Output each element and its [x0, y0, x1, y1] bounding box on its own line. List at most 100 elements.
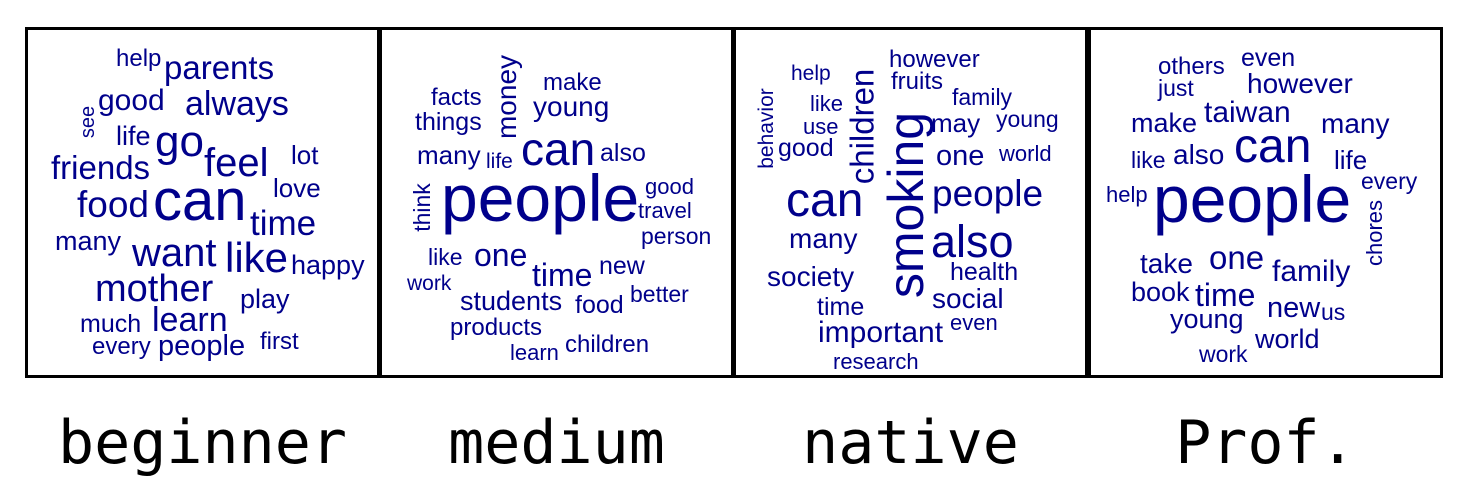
word: make	[1131, 108, 1198, 138]
word: help	[116, 45, 162, 72]
word: people	[932, 173, 1044, 214]
word: young	[533, 91, 610, 122]
word: go	[155, 117, 204, 166]
word: young	[996, 106, 1059, 132]
word: can	[153, 168, 247, 233]
word: work	[1199, 341, 1248, 367]
word: people	[1153, 162, 1352, 236]
word: travel	[638, 198, 692, 223]
word: also	[600, 139, 646, 167]
word: people	[158, 330, 246, 362]
word: also	[1173, 139, 1225, 170]
word: can	[1234, 120, 1312, 173]
word: like	[810, 91, 844, 116]
word: person	[641, 223, 712, 249]
word: time	[250, 204, 317, 243]
word-cloud-panel-medium: money make facts young things can also m…	[379, 27, 734, 378]
word: social	[932, 283, 1004, 314]
word: work	[407, 272, 452, 295]
word: play	[240, 284, 290, 314]
caption-beginner: beginner	[58, 408, 347, 478]
word: see	[77, 105, 100, 139]
word: however	[1247, 68, 1353, 99]
word: time	[817, 293, 865, 321]
word: taiwan	[1204, 96, 1291, 129]
word: much	[80, 310, 142, 338]
word: life	[116, 121, 151, 151]
caption-medium: medium	[448, 408, 665, 478]
word: things	[415, 108, 482, 136]
word: life	[486, 150, 513, 173]
word: world	[1255, 324, 1320, 354]
word: new	[1267, 292, 1321, 324]
word: chores	[1362, 199, 1388, 267]
word: others	[1158, 53, 1225, 80]
word: behavior	[754, 88, 778, 169]
word: money	[491, 54, 523, 140]
word: parents	[164, 49, 275, 86]
word: however	[889, 46, 980, 73]
word: facts	[431, 84, 482, 111]
caption-native: native	[802, 408, 1019, 478]
word: want	[132, 231, 217, 275]
word: many	[55, 226, 122, 256]
word: fruits	[891, 68, 944, 95]
word: first	[260, 328, 299, 355]
word: every	[1361, 168, 1418, 194]
word: children	[843, 68, 881, 185]
word: take	[1140, 248, 1193, 279]
word: good	[645, 174, 694, 199]
word: society	[767, 261, 855, 292]
word: one	[936, 140, 985, 172]
word: many	[417, 140, 481, 170]
word: smoking	[878, 111, 935, 299]
word: young	[1170, 304, 1244, 334]
word: friends	[51, 149, 151, 186]
word: products	[450, 314, 543, 341]
word: food	[77, 184, 150, 225]
word: think	[408, 183, 435, 232]
word: one	[1209, 239, 1265, 276]
word: make	[543, 69, 602, 96]
word: students	[460, 286, 563, 316]
word: may	[931, 108, 981, 138]
word-cloud-panel-beginner: help parents see good always life go fee…	[25, 27, 380, 378]
word: family	[1272, 255, 1351, 288]
word: new	[599, 252, 645, 280]
word: learn	[152, 301, 228, 339]
word: family	[952, 84, 1013, 110]
word-cloud-panel-prof: others even just however taiwan make man…	[1088, 27, 1443, 378]
word: like	[428, 244, 463, 270]
word: good	[778, 134, 834, 162]
word: food	[575, 291, 624, 319]
word: just	[1158, 75, 1194, 101]
word: always	[185, 85, 289, 123]
word: lot	[291, 140, 319, 170]
word: learn	[510, 340, 559, 365]
word: can	[786, 174, 864, 227]
word: every	[92, 333, 151, 360]
word: time	[532, 257, 593, 293]
word: help	[791, 62, 831, 85]
word: mother	[95, 268, 214, 310]
word: world	[999, 141, 1052, 166]
word: health	[950, 258, 1019, 286]
word: can	[521, 123, 596, 175]
word: happy	[291, 250, 365, 280]
word: even	[950, 310, 998, 335]
word: people	[441, 161, 640, 235]
word-cloud-panel-native: help children however fruits behavior li…	[733, 27, 1088, 378]
word: many	[1321, 108, 1390, 139]
word: better	[630, 281, 689, 307]
word: use	[803, 114, 839, 139]
word: like	[1131, 147, 1166, 173]
word: many	[789, 223, 858, 254]
word: one	[474, 237, 528, 273]
word: children	[565, 331, 650, 358]
word: life	[1334, 145, 1368, 175]
word: book	[1131, 277, 1190, 307]
word: time	[1195, 277, 1256, 313]
word: help	[1106, 182, 1148, 207]
word: research	[833, 349, 919, 374]
word: important	[818, 316, 944, 349]
